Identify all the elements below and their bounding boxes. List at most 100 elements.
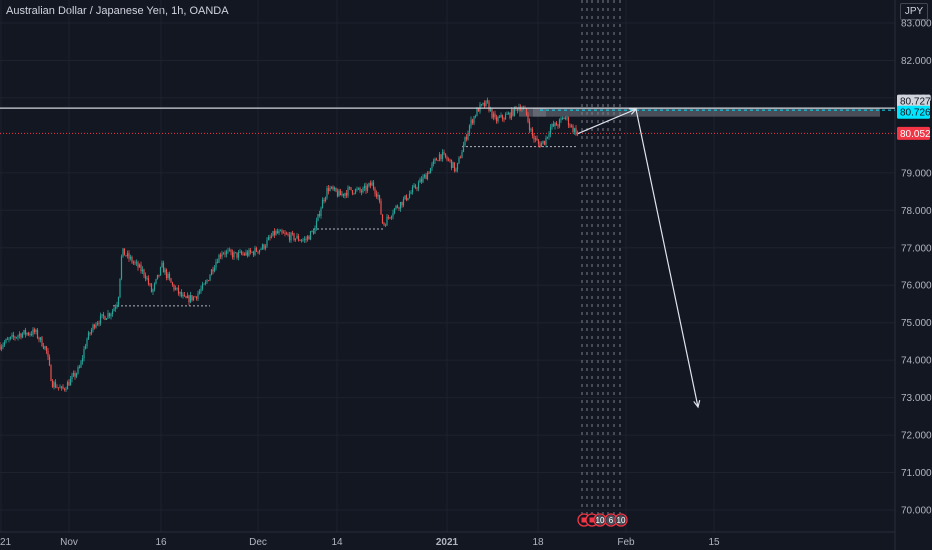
candle-body (204, 282, 207, 284)
candle-body (357, 188, 360, 190)
candle-body (423, 174, 426, 177)
candle-body (339, 190, 342, 196)
candle-body (255, 247, 258, 252)
candle-body (374, 188, 376, 194)
candle-body (381, 214, 384, 224)
candle-body (450, 159, 453, 168)
candle-body (222, 253, 225, 255)
candle-body (344, 193, 346, 196)
candle-body (131, 257, 133, 263)
time-axis[interactable]: 21 Nov 16 Dec 14 2021 18 Feb 15 (0, 537, 720, 548)
candle-body (384, 224, 387, 226)
event-count-badge[interactable]: 10 (614, 513, 628, 527)
candle-body (422, 176, 424, 182)
candle-body (318, 214, 321, 216)
candle-body (56, 387, 58, 389)
candle-body (237, 252, 240, 258)
candle-body (270, 236, 273, 238)
candle-body (329, 188, 331, 191)
candle-body (105, 318, 108, 320)
candle-body (191, 295, 193, 301)
candle-body (21, 333, 24, 338)
candle-body (197, 293, 199, 299)
candle-body (500, 115, 502, 118)
candle-body (551, 124, 553, 128)
currency-button[interactable]: JPY (900, 3, 928, 20)
candle-body (168, 273, 171, 279)
candle-body (273, 231, 276, 235)
candle-body (461, 152, 463, 158)
candle-body (474, 115, 477, 117)
candle-body (515, 106, 517, 108)
candle-body (449, 159, 451, 161)
candle-body (323, 199, 325, 201)
candle-body (380, 200, 382, 215)
candle-body (513, 106, 516, 116)
time-tick-label: 21 (0, 537, 12, 548)
price-tick-label: 83.000 (901, 19, 932, 30)
candle-body (261, 244, 264, 250)
candle-body (330, 186, 333, 189)
time-tick-label: 18 (532, 537, 544, 548)
candle-body (263, 244, 265, 249)
candle-body (216, 261, 219, 263)
candle-body (47, 350, 49, 357)
candle-body (494, 113, 496, 118)
price-axis[interactable]: 83.00082.00081.00079.00078.00077.00076.0… (901, 19, 932, 517)
candle-body (156, 274, 159, 280)
candle-body (123, 248, 126, 256)
candle-body (402, 198, 405, 206)
candle-body (177, 287, 180, 294)
candle-body (260, 249, 262, 250)
candle-body (117, 297, 120, 305)
candle-body (66, 382, 69, 390)
candle-body (9, 336, 12, 339)
candle-body (111, 311, 114, 315)
candle-body (569, 125, 571, 127)
candle-body (396, 205, 399, 208)
candle-body (563, 117, 565, 119)
candle-body (122, 248, 124, 257)
candle-body (110, 314, 112, 317)
candle-body (359, 188, 361, 191)
event-markers[interactable]: 10 6 10 (577, 513, 628, 527)
candle-body (441, 152, 444, 159)
candle-body (102, 314, 105, 317)
candle-body (81, 358, 84, 362)
candle-body (395, 205, 397, 209)
candle-body (480, 104, 483, 106)
candle-body (17, 335, 19, 338)
candle-body (165, 269, 168, 278)
grid-lines (0, 0, 896, 550)
event-count-badge[interactable]: 10 (593, 513, 607, 527)
candle-body (207, 280, 210, 282)
candle-body (510, 109, 513, 118)
candle-body (305, 239, 307, 240)
candle-body (159, 267, 162, 276)
candle-body (407, 198, 409, 201)
candle-body (401, 202, 403, 206)
candle-body (548, 134, 550, 137)
candle-body (269, 237, 271, 239)
candle-body (104, 316, 106, 320)
candle-body (552, 124, 555, 127)
candle-body (246, 252, 249, 256)
candles (0, 97, 579, 392)
time-tick-label: Nov (60, 537, 78, 548)
candle-body (372, 182, 375, 189)
candle-body (408, 193, 411, 199)
candle-body (429, 168, 432, 174)
candle-body (531, 129, 534, 136)
candle-body (570, 125, 573, 127)
candle-body (386, 216, 388, 226)
candle-body (242, 253, 244, 255)
candle-body (83, 349, 85, 359)
candle-body (437, 160, 439, 162)
candle-body (297, 235, 300, 241)
price-tick-label: 79.000 (901, 168, 932, 179)
candle-body (350, 187, 352, 191)
candle-body (287, 234, 289, 235)
candle-body (108, 313, 111, 317)
candle-body (539, 143, 541, 147)
